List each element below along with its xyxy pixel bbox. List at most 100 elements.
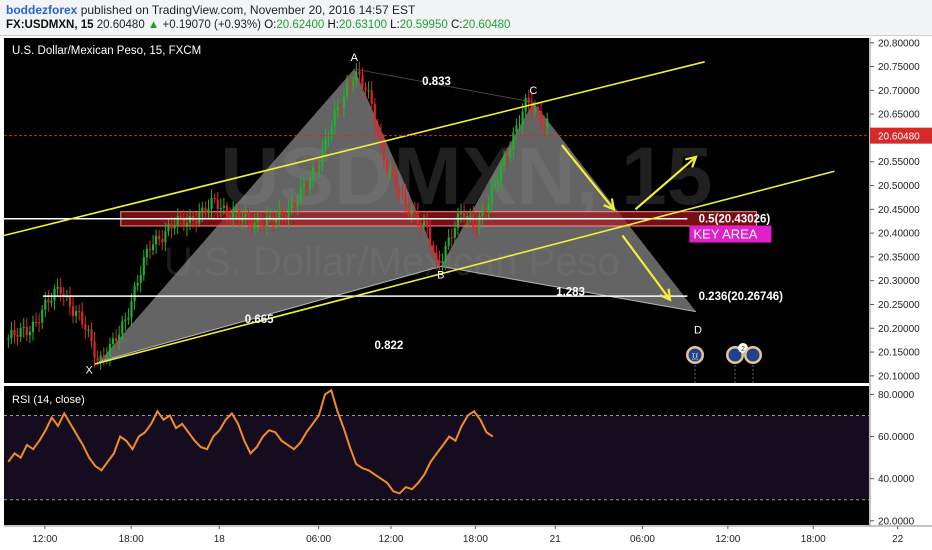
- candle-up: [478, 215, 481, 230]
- price-axis[interactable]: [870, 38, 932, 383]
- candle-up: [44, 299, 47, 310]
- candle-down: [179, 216, 182, 219]
- author-link[interactable]: boddezforex: [6, 3, 78, 17]
- time-tick-label: 18:00: [801, 534, 826, 545]
- candle-down: [204, 207, 207, 213]
- price-tick-label: 20.50000: [878, 181, 920, 192]
- price-tick-label: 20.15000: [878, 348, 920, 359]
- candle-down: [16, 334, 19, 337]
- event-count-badge: 2: [741, 346, 745, 353]
- candle-up: [469, 215, 472, 217]
- candle-up: [499, 166, 503, 182]
- candle-down: [392, 168, 395, 176]
- candle-up: [318, 165, 321, 169]
- candle-down: [450, 237, 453, 239]
- candle-up: [133, 285, 136, 302]
- candle-down: [361, 74, 364, 88]
- time-tick-label: 18:00: [463, 534, 488, 545]
- candle-up: [481, 210, 484, 216]
- candle-up: [509, 150, 512, 158]
- candle-up: [342, 95, 346, 109]
- candle-up: [210, 197, 213, 209]
- candle-down: [213, 197, 216, 200]
- candle-up: [31, 321, 35, 332]
- candle-down: [284, 215, 287, 220]
- candle-up: [410, 210, 413, 215]
- time-tick-label: 22: [892, 534, 904, 545]
- arrow-head-icon: [685, 155, 698, 168]
- candle-up: [127, 317, 130, 320]
- candle-up: [503, 156, 506, 167]
- rsi-title: RSI (14, close): [12, 394, 85, 406]
- candle-up: [275, 218, 278, 223]
- candle-down: [370, 90, 373, 104]
- pattern-point-c: C: [529, 85, 537, 97]
- candle-up: [296, 200, 299, 207]
- candle-up: [546, 118, 549, 128]
- candle-up: [441, 260, 444, 264]
- candle-up: [56, 287, 59, 289]
- candle-up: [521, 111, 524, 125]
- candle-down: [382, 142, 386, 161]
- event-flag-1[interactable]: 🇺: [686, 346, 704, 364]
- projection-arrow-line: [621, 234, 671, 301]
- time-tick-label: 12:00: [378, 534, 403, 545]
- candle-down: [13, 329, 16, 335]
- candle-down: [59, 287, 62, 294]
- symbol-label[interactable]: FX:USDMXN, 15: [6, 19, 94, 31]
- publication-line: boddezforex published on TradingView.com…: [6, 3, 415, 17]
- candle-up: [145, 249, 148, 258]
- rsi-tick-label: 40.0000: [878, 474, 915, 485]
- price-tick-label: 20.65000: [878, 110, 920, 121]
- candle-up: [453, 227, 456, 238]
- candle-down: [506, 156, 509, 158]
- candle-up: [19, 328, 22, 337]
- trading-chart[interactable]: USDMXN, 15U.S. Dollar/Mexican Peso0.5(20…: [0, 37, 932, 550]
- projection-arrow-line: [634, 156, 697, 211]
- pattern-bcd-triangle: [440, 102, 696, 312]
- candle-up: [50, 300, 53, 303]
- price-tick-label: 20.35000: [878, 252, 920, 263]
- candle-down: [238, 210, 241, 220]
- candle-down: [438, 260, 441, 264]
- price-tick-label: 20.25000: [878, 300, 920, 311]
- candle-down: [34, 321, 38, 323]
- candle-up: [330, 126, 333, 137]
- candle-down: [161, 239, 164, 243]
- candle-up: [130, 301, 133, 318]
- candle-up: [389, 168, 392, 171]
- candle-up: [345, 84, 349, 96]
- pattern-point-a: A: [351, 52, 359, 64]
- time-tick-label: 18:00: [119, 534, 144, 545]
- price-change: +0.19070 (+0.93%): [162, 19, 261, 31]
- trend-channel-line: [3, 61, 705, 237]
- candle-up: [487, 203, 490, 213]
- candle-down: [432, 245, 435, 253]
- candle-up: [111, 338, 115, 345]
- candle-down: [195, 220, 198, 224]
- candle-down: [84, 324, 87, 330]
- candle-up: [136, 282, 139, 286]
- time-tick-label: 06:00: [306, 534, 331, 545]
- candle-up: [287, 208, 290, 220]
- price-tick-label: 20.75000: [878, 62, 920, 73]
- candle-down: [182, 218, 185, 228]
- open-value: 20.62400: [276, 19, 325, 31]
- candle-down: [259, 218, 262, 226]
- candle-up: [241, 219, 244, 221]
- candle-up: [253, 223, 256, 229]
- candle-up: [75, 311, 78, 317]
- close-label: C:: [450, 19, 463, 31]
- candle-down: [413, 210, 416, 212]
- candle-down: [148, 249, 152, 251]
- candle-up: [312, 167, 315, 179]
- candle-up: [352, 80, 355, 86]
- rsi-band: [4, 415, 869, 500]
- candle-down: [38, 322, 41, 324]
- candle-down: [539, 110, 543, 125]
- trend-channel-line: [94, 170, 835, 365]
- candle-up: [176, 216, 179, 227]
- candle-up: [155, 235, 158, 245]
- event-flag-3[interactable]: [744, 346, 762, 364]
- candle-up: [10, 329, 13, 339]
